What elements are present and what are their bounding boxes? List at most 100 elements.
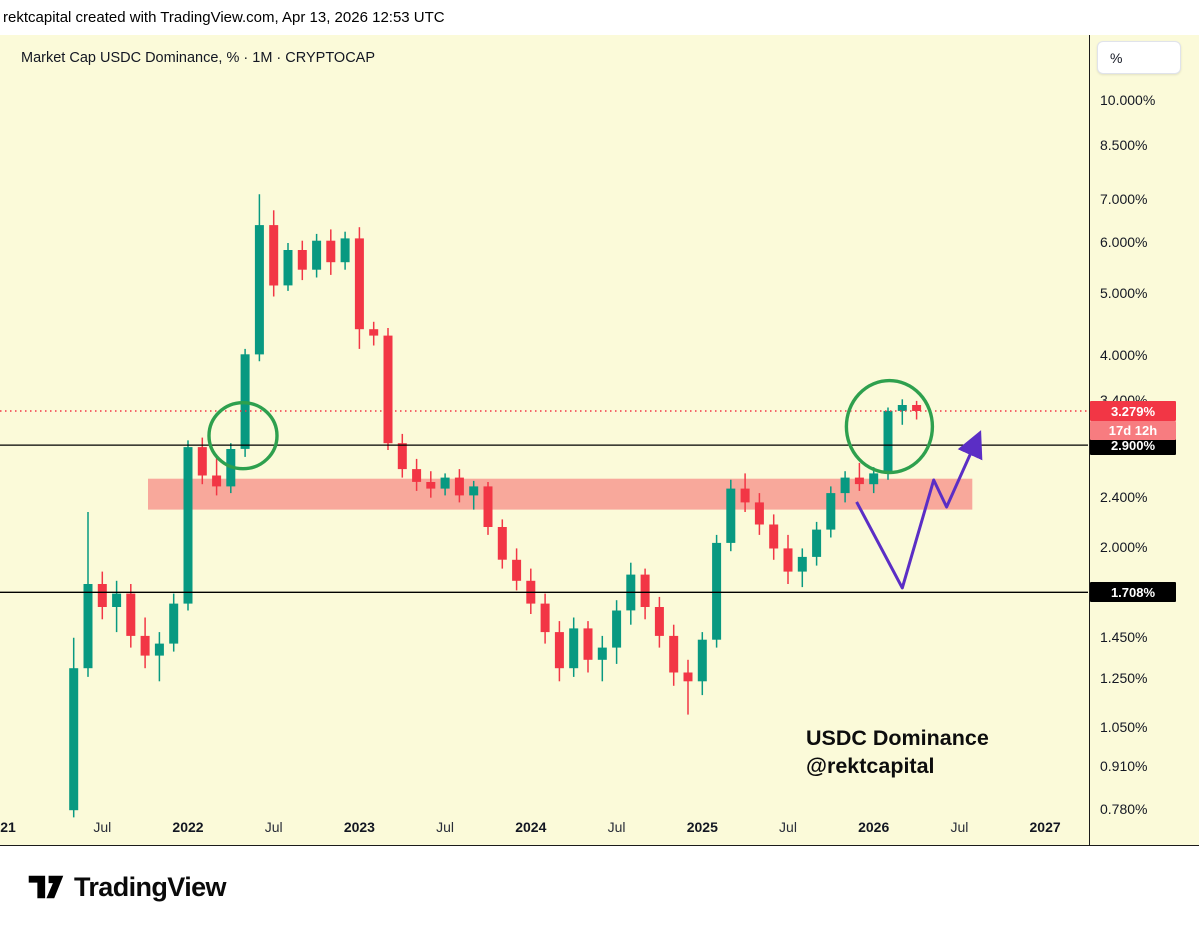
candle: [612, 610, 622, 648]
tradingview-logo-icon[interactable]: [27, 870, 65, 904]
candle: [197, 447, 207, 476]
time-axis-label: Jul: [950, 819, 969, 835]
attribution-text: rektcapital created with TradingView.com…: [3, 9, 445, 26]
highlight-circle: [844, 378, 935, 475]
candle: [554, 632, 564, 669]
annotation-line1: USDC Dominance: [806, 726, 989, 750]
candle: [426, 482, 436, 489]
candle: [854, 477, 864, 485]
time-axis-label: Jul: [607, 819, 626, 835]
candle: [897, 405, 907, 411]
candle: [140, 635, 150, 656]
candle: [269, 225, 279, 286]
candle: [369, 329, 379, 336]
candle: [769, 524, 779, 549]
price-axis-unit-button[interactable]: %: [1097, 41, 1181, 74]
candle: [326, 240, 336, 263]
axis-bottom-border: [0, 845, 1199, 846]
time-axis-label: 2022: [172, 819, 204, 835]
candle: [569, 628, 579, 669]
candle: [412, 469, 422, 482]
projection-arrow: [855, 430, 983, 590]
time-axis-label: Jul: [779, 819, 797, 835]
price-axis-label: 2.000%: [1100, 539, 1148, 556]
highlight-circle: [207, 401, 279, 471]
price-axis-label: 5.000%: [1100, 284, 1148, 301]
time-axis-label: 2025: [686, 819, 718, 835]
price-axis-label: 7.000%: [1100, 191, 1148, 208]
chart-annotation: USDC Dominance @rektcapital: [806, 724, 989, 780]
candle: [726, 488, 736, 543]
candle: [340, 238, 350, 263]
price-axis-label: 0.780%: [1100, 801, 1148, 818]
time-axis-label: Jul: [264, 819, 283, 835]
candle: [354, 238, 364, 330]
candle: [297, 250, 307, 270]
chart-title: Market Cap USDC Dominance, % · 1M · CRYP…: [21, 50, 376, 66]
price-axis[interactable]: % 10.000% 8.500% 7.000% 6.000% 5.000% 4.000% 3…: [1090, 35, 1199, 846]
price-axis-label: 2.400%: [1100, 488, 1148, 505]
candle: [254, 225, 264, 355]
candle: [397, 443, 407, 470]
last-price-badge: 3.279%: [1090, 401, 1176, 421]
candlestick-chart[interactable]: [0, 35, 1089, 846]
time-axis-label: Jul: [93, 819, 112, 835]
price-axis-label: 1.250%: [1100, 670, 1148, 687]
attribution-bar: rektcapital created with TradingView.com…: [0, 0, 1199, 35]
chart-area[interactable]: Market Cap USDC Dominance, % · 1M · CRYP…: [0, 35, 1089, 846]
candle: [497, 527, 507, 560]
candle-countdown-badge: 17d 12h: [1090, 421, 1176, 440]
candle: [83, 584, 93, 669]
time-axis-label: 21: [0, 819, 16, 835]
time-axis-label: 2023: [343, 819, 375, 835]
candle: [912, 405, 922, 411]
axis-separator-line: [1089, 35, 1090, 846]
candle: [283, 250, 293, 286]
time-axis-label: 2026: [858, 819, 890, 835]
candle: [883, 410, 893, 474]
candle: [512, 559, 522, 581]
price-axis-label: 10.000%: [1100, 92, 1156, 108]
candle: [69, 668, 79, 811]
candle: [583, 628, 593, 660]
price-axis-label: 1.450%: [1100, 628, 1148, 645]
candle: [654, 607, 664, 636]
price-line-badge: 1.708%: [1090, 582, 1176, 603]
candle: [597, 647, 607, 660]
candle: [312, 240, 322, 270]
footer-brand-bar: TradingView: [0, 847, 1199, 927]
price-axis-label: 8.500%: [1100, 137, 1148, 154]
candle: [440, 477, 450, 489]
candle: [112, 593, 122, 607]
candle: [454, 477, 464, 496]
candle: [640, 574, 650, 607]
candle: [712, 542, 722, 640]
price-axis-label: 6.000%: [1100, 234, 1148, 250]
candle: [154, 643, 164, 656]
candle: [797, 556, 807, 572]
candle: [683, 672, 693, 682]
price-line-badge: 2.900%: [1090, 435, 1176, 456]
percent-unit-label: %: [1110, 49, 1123, 66]
candle: [869, 473, 879, 485]
candle: [812, 529, 822, 557]
candle: [483, 486, 493, 527]
candle: [97, 584, 107, 607]
candle: [826, 493, 836, 530]
candle: [183, 447, 193, 604]
candle: [540, 603, 550, 633]
candle: [669, 635, 679, 673]
tradingview-wordmark[interactable]: TradingView: [74, 871, 227, 902]
price-axis-label: 0.910%: [1100, 758, 1148, 775]
candle: [169, 603, 179, 644]
candle: [212, 475, 222, 487]
candle: [840, 477, 850, 494]
time-axis-label: 2024: [515, 819, 547, 835]
candle: [754, 502, 764, 525]
candle: [783, 548, 793, 572]
candle: [740, 488, 750, 503]
time-axis-label: 2027: [1029, 819, 1061, 835]
time-axis[interactable]: 21 Jul 2022 Jul 2023 Jul 2024 Jul 2025 Jul 2026 Jul…: [0, 819, 1089, 845]
annotation-line2: @rektcapital: [806, 754, 935, 778]
price-axis-label: 4.000%: [1100, 346, 1148, 363]
